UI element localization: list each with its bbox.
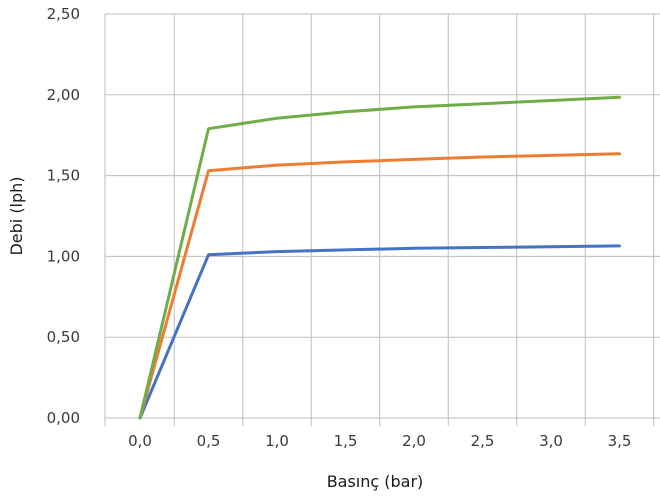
x-tick-label: 3,5 [608, 432, 632, 450]
y-tick-label: 1,00 [47, 247, 80, 265]
plot-grid [104, 13, 660, 426]
series-lines [138, 95, 621, 420]
y-tick-label: 1,50 [47, 167, 80, 185]
series-line-1 [138, 244, 621, 420]
y-axis-ticks: 0,00 0,50 1,00 1,50 2,00 2,50 [47, 5, 80, 427]
y-axis-title: Debi (lph) [7, 176, 26, 255]
x-axis-ticks: 0,0 0,5 1,0 1,5 2,0 2,5 3,0 3,5 [128, 432, 631, 450]
x-tick-label: 2,0 [402, 432, 426, 450]
y-tick-label: 0,00 [47, 409, 80, 427]
x-tick-label: 0,0 [128, 432, 152, 450]
y-tick-label: 2,00 [47, 86, 80, 104]
y-tick-label: 2,50 [47, 5, 80, 23]
x-tick-label: 1,5 [334, 432, 358, 450]
x-tick-label: 0,5 [197, 432, 221, 450]
x-tick-label: 1,0 [265, 432, 289, 450]
series-line-3 [138, 95, 621, 420]
x-tick-label: 3,0 [539, 432, 563, 450]
x-tick-label: 2,5 [471, 432, 495, 450]
series-line-2 [138, 152, 621, 420]
x-axis-title: Basınç (bar) [327, 472, 424, 491]
y-tick-label: 0,50 [47, 328, 80, 346]
